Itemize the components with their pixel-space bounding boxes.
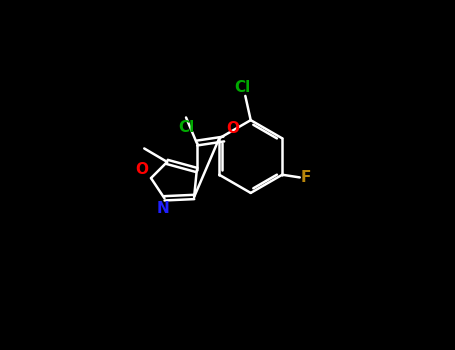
Text: O: O xyxy=(227,121,239,136)
Text: Cl: Cl xyxy=(234,79,251,94)
Text: F: F xyxy=(301,170,312,185)
Text: N: N xyxy=(157,201,170,216)
Text: O: O xyxy=(135,162,148,177)
Text: Cl: Cl xyxy=(178,120,194,135)
